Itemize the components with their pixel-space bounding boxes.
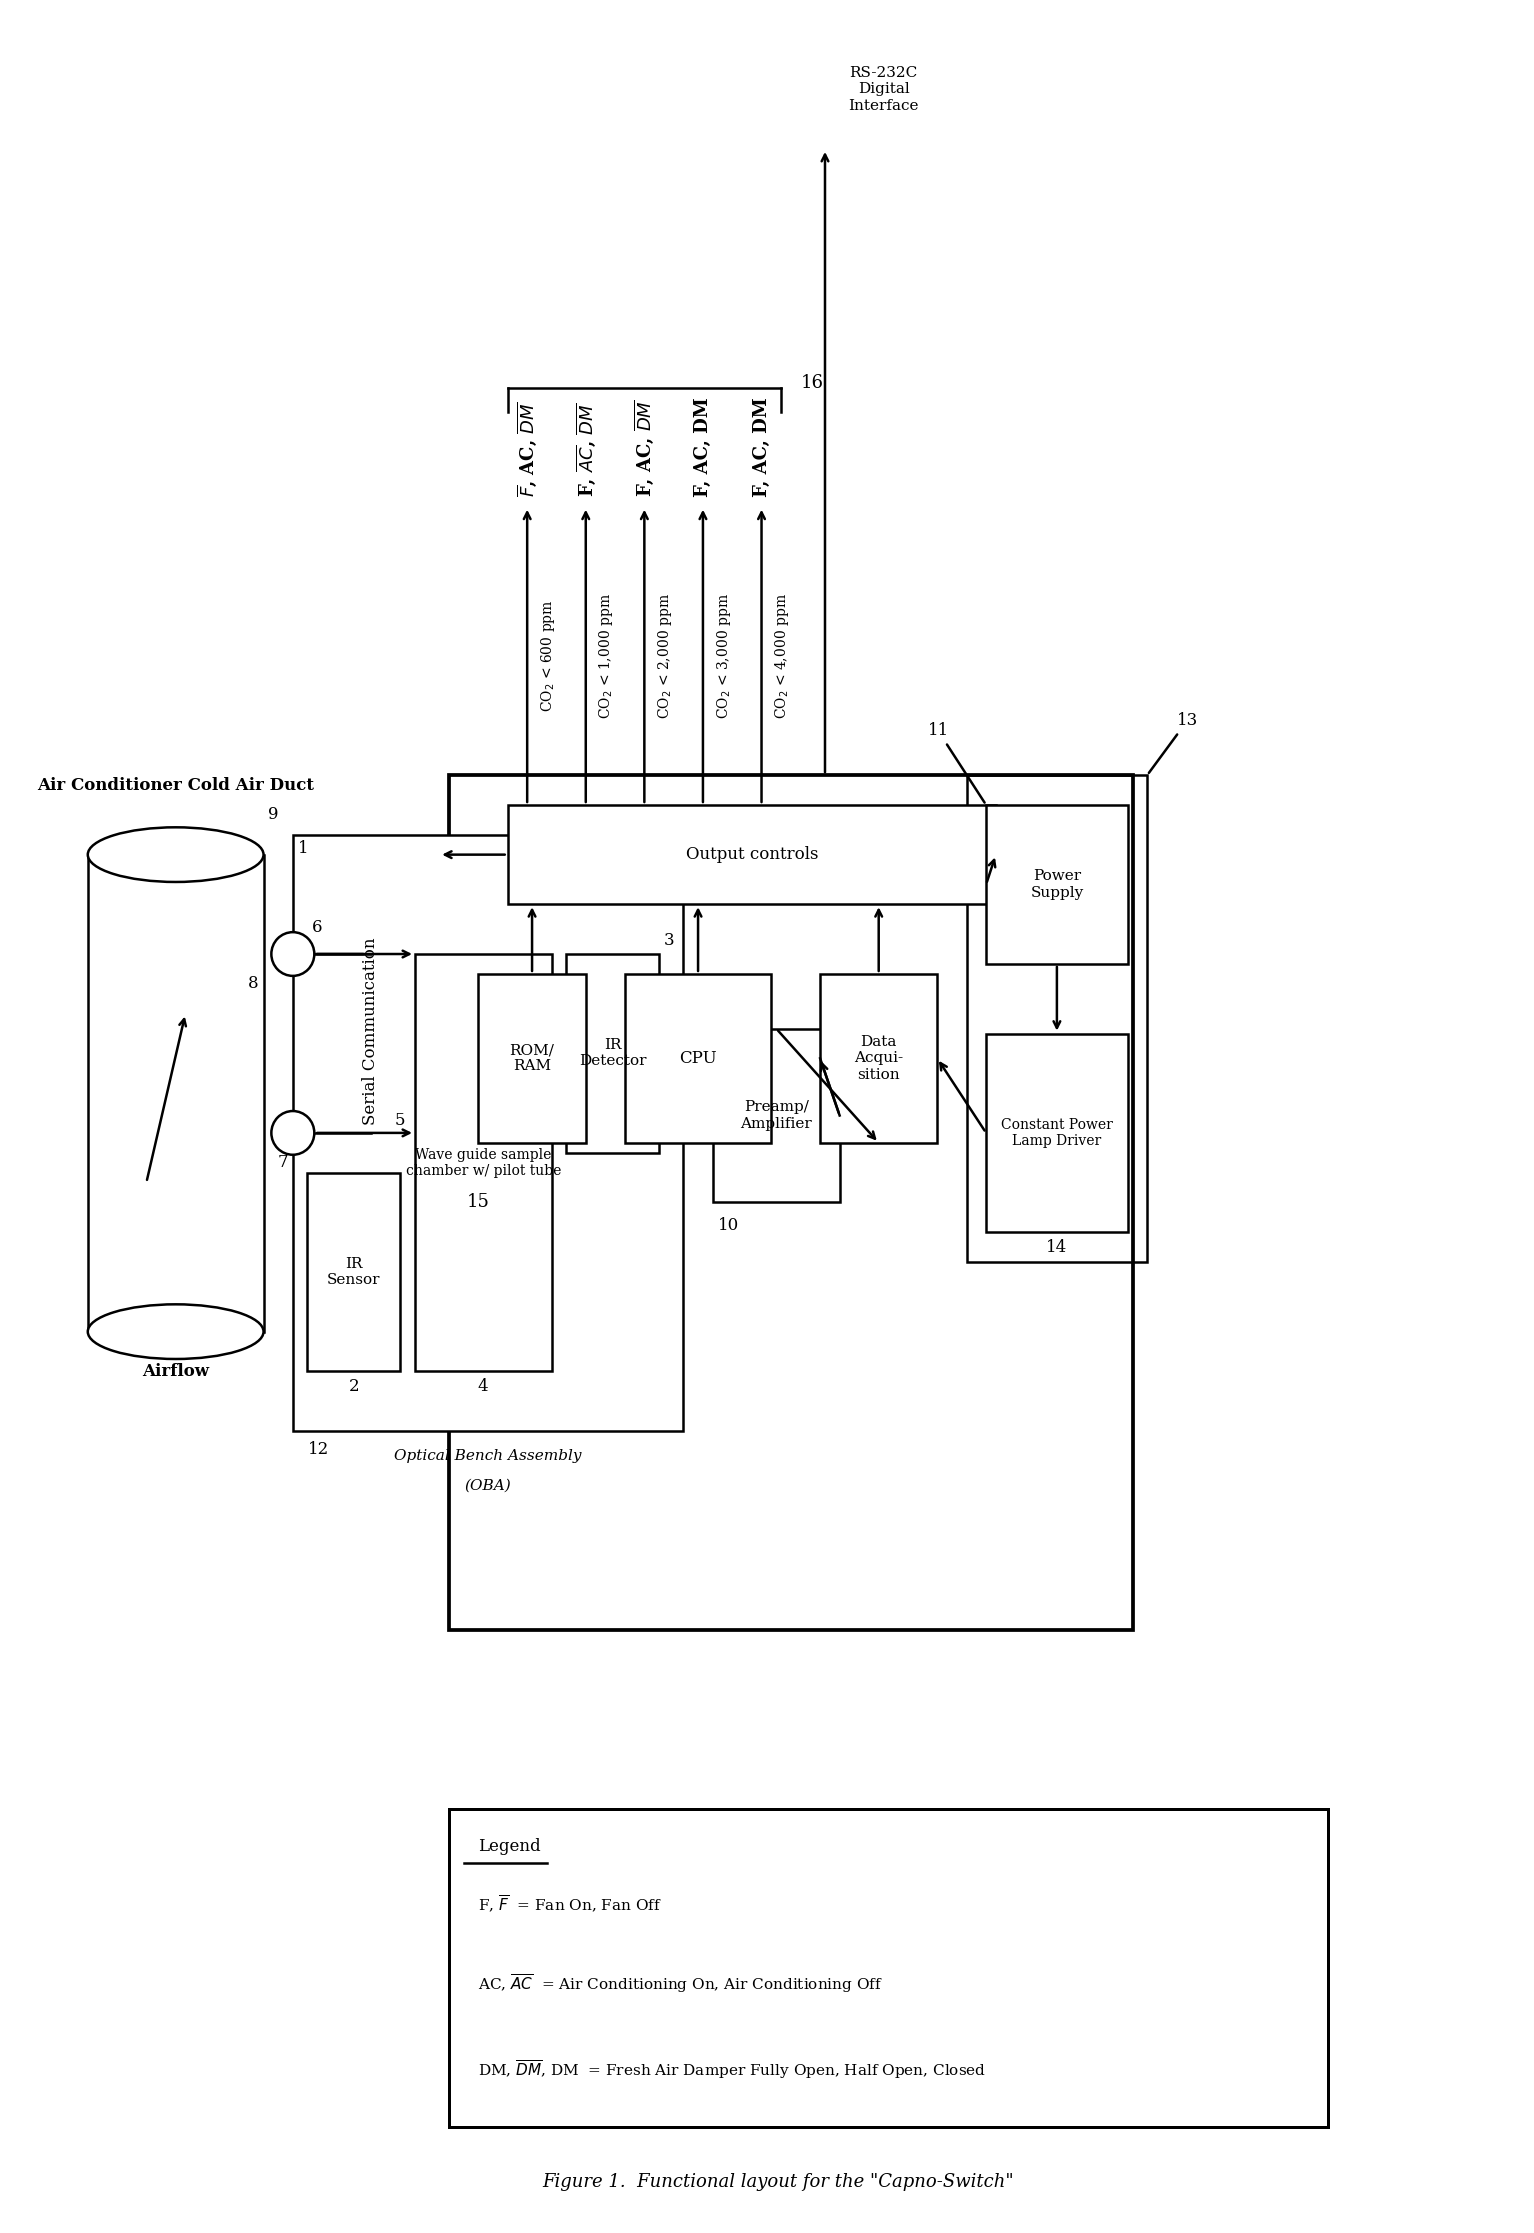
Text: 6: 6 bbox=[311, 920, 322, 936]
Bar bbox=[307, 1172, 400, 1371]
Text: 4: 4 bbox=[479, 1378, 488, 1396]
Bar bbox=[986, 804, 1127, 965]
Text: Optical Bench Assembly: Optical Bench Assembly bbox=[394, 1449, 581, 1463]
Circle shape bbox=[272, 1112, 314, 1154]
Bar bbox=[449, 775, 1132, 1630]
Bar bbox=[414, 953, 552, 1371]
Text: F, AC, DM: F, AC, DM bbox=[753, 397, 770, 498]
Text: F, AC, DM: F, AC, DM bbox=[693, 397, 712, 498]
Bar bbox=[986, 1034, 1127, 1233]
Text: ROM/
RAM: ROM/ RAM bbox=[509, 1043, 554, 1074]
Text: CO$_2$ < 600 ppm: CO$_2$ < 600 ppm bbox=[538, 598, 557, 712]
Ellipse shape bbox=[87, 1304, 264, 1360]
Text: CO$_2$ < 3,000 ppm: CO$_2$ < 3,000 ppm bbox=[715, 594, 733, 719]
Text: CO$_2$ < 1,000 ppm: CO$_2$ < 1,000 ppm bbox=[597, 594, 615, 719]
Text: Preamp/
Amplifier: Preamp/ Amplifier bbox=[741, 1101, 811, 1130]
Text: (OBA): (OBA) bbox=[465, 1478, 511, 1492]
Bar bbox=[508, 804, 996, 904]
Text: RS-232C
Digital
Interface: RS-232C Digital Interface bbox=[848, 67, 919, 112]
Text: 10: 10 bbox=[718, 1217, 739, 1235]
Bar bbox=[293, 835, 684, 1431]
Text: 7: 7 bbox=[278, 1154, 288, 1172]
Text: $\overline{F}$, AC, $\overline{DM}$: $\overline{F}$, AC, $\overline{DM}$ bbox=[515, 402, 538, 498]
Text: F, $\overline{F}$  = Fan On, Fan Off: F, $\overline{F}$ = Fan On, Fan Off bbox=[479, 1894, 663, 1914]
Text: 8: 8 bbox=[249, 976, 259, 991]
Text: 5: 5 bbox=[394, 1112, 405, 1130]
Text: DM, $\overline{DM}$, DM  = Fresh Air Damper Fully Open, Half Open, Closed: DM, $\overline{DM}$, DM = Fresh Air Damp… bbox=[479, 2059, 986, 2081]
Circle shape bbox=[272, 931, 314, 976]
Bar bbox=[479, 974, 586, 1143]
Text: Figure 1.  Functional layout for the "Capno-Switch": Figure 1. Functional layout for the "Cap… bbox=[543, 2173, 1014, 2191]
Text: Power
Supply: Power Supply bbox=[1031, 869, 1083, 900]
Text: 3: 3 bbox=[664, 931, 675, 949]
Text: 9: 9 bbox=[268, 806, 279, 824]
Text: IR
Detector: IR Detector bbox=[578, 1038, 646, 1070]
Text: 1: 1 bbox=[298, 840, 308, 857]
Ellipse shape bbox=[87, 826, 264, 882]
Text: 13: 13 bbox=[1149, 712, 1198, 773]
Text: 11: 11 bbox=[928, 723, 985, 802]
Text: Wave guide sample
chamber w/ pilot tube: Wave guide sample chamber w/ pilot tube bbox=[405, 1148, 561, 1177]
Bar bbox=[821, 974, 937, 1143]
Bar bbox=[624, 974, 772, 1143]
Text: 14: 14 bbox=[1046, 1239, 1068, 1255]
Text: 12: 12 bbox=[307, 1440, 328, 1458]
Text: Data
Acqui-
sition: Data Acqui- sition bbox=[854, 1036, 904, 1081]
Bar bbox=[966, 775, 1147, 1262]
Text: 16: 16 bbox=[801, 373, 824, 391]
Text: F, AC, $\overline{DM}$: F, AC, $\overline{DM}$ bbox=[632, 400, 657, 498]
Text: Legend: Legend bbox=[479, 1838, 542, 1856]
Text: Constant Power
Lamp Driver: Constant Power Lamp Driver bbox=[1002, 1119, 1112, 1148]
Text: 2: 2 bbox=[348, 1378, 359, 1396]
Text: Air Conditioner Cold Air Duct: Air Conditioner Cold Air Duct bbox=[37, 777, 314, 793]
Text: Airflow: Airflow bbox=[143, 1362, 209, 1380]
Text: CO$_2$ < 4,000 ppm: CO$_2$ < 4,000 ppm bbox=[773, 594, 792, 719]
Text: Output controls: Output controls bbox=[686, 846, 818, 864]
Bar bbox=[87, 855, 264, 1331]
Text: CO$_2$ < 2,000 ppm: CO$_2$ < 2,000 ppm bbox=[657, 594, 673, 719]
Text: CPU: CPU bbox=[680, 1050, 716, 1067]
Text: 15: 15 bbox=[466, 1192, 489, 1213]
Text: F, $\overline{AC}$, $\overline{DM}$: F, $\overline{AC}$, $\overline{DM}$ bbox=[574, 402, 598, 498]
Bar bbox=[713, 1029, 839, 1201]
Text: IR
Sensor: IR Sensor bbox=[327, 1257, 380, 1286]
Bar bbox=[566, 953, 660, 1152]
Bar bbox=[449, 1809, 1328, 2126]
Text: AC, $\overline{AC}$  = Air Conditioning On, Air Conditioning Off: AC, $\overline{AC}$ = Air Conditioning O… bbox=[479, 1972, 884, 1994]
Text: Serial Communication: Serial Communication bbox=[362, 938, 379, 1125]
